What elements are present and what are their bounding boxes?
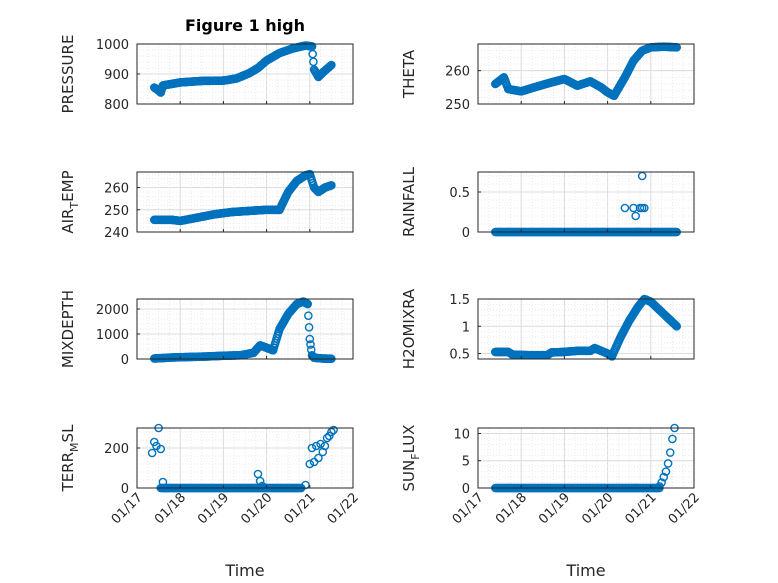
axes-box [477,43,695,105]
data-point [663,459,673,468]
data-point [665,448,675,457]
axes-box [136,427,354,489]
y-tick-label: 0 [462,226,470,241]
data-point [257,481,267,491]
x-axis-label: Time [565,561,605,580]
data-point [327,60,336,70]
data-point [304,311,313,320]
y-tick-label: 200 [104,442,129,457]
data-point [305,334,315,344]
x-tick-label: 01/21 [282,490,319,527]
data-point [304,323,314,332]
data-point [156,444,166,454]
data-point [311,441,321,451]
data-point [309,57,318,67]
x-tick-label: 01/22 [666,490,703,527]
data-point [307,443,317,453]
data-point [640,203,649,213]
subplot-3: 240 250 260 AIRTEMP [59,169,354,241]
x-tick-label: 01/18 [493,490,530,527]
y-tick-label: 5 [462,455,470,470]
y-axis-label: H2OMIXRA [400,288,418,369]
subplot-4: 0 0.5 RAINFALL [400,166,695,241]
x-tick-label: 01/20 [238,490,275,527]
y-axis-label: THETA [400,49,418,99]
y-tick-label: 0 [121,482,129,497]
y-axis-label: MIXDEPTH [59,290,77,368]
data-point [305,459,315,469]
y-tick-label: 260 [104,182,129,197]
data-point [303,299,312,309]
y-tick-label: 250 [104,204,129,219]
axes-box [136,298,354,360]
data-point [668,434,677,444]
y-tick-label: 0.5 [449,348,470,363]
x-tick-label: 01/19 [195,490,232,527]
y-tick-label: 0 [462,482,470,497]
data-point [306,340,315,349]
data-point [147,448,157,458]
x-tick-label: 01/20 [579,490,616,527]
x-tick-label: 01/22 [325,490,362,527]
y-axis-label: PRESSURE [59,35,77,114]
data-point [309,457,319,467]
axes-box [477,427,695,489]
data-point [314,453,323,463]
subplot-2: 250 260 THETA [400,42,695,113]
y-tick-label: 240 [104,226,129,241]
x-tick-label: 01/18 [152,490,189,527]
y-axis-label: SUNFLUX [400,425,422,492]
y-tick-label: 0 [121,353,129,368]
y-tick-label: 260 [445,65,470,80]
axes-box [136,171,354,233]
subplot-5: 0 1000 2000 MIXDEPTH [59,290,354,368]
y-axis-label: TERRMSL [59,424,81,493]
data-point [255,476,265,486]
y-tick-label: 1.5 [449,293,470,308]
y-tick-label: 1000 [96,38,129,53]
x-tick-label: 01/19 [536,490,573,527]
data-point [672,321,682,331]
y-tick-label: 10 [453,427,470,442]
data-point [301,480,310,490]
data-point [620,203,630,213]
data-point [629,203,638,213]
subplot-1: 800 900 1000 PRESSURE [59,35,354,114]
data-point [320,441,330,451]
y-axis-label: AIRTEMP [59,170,81,233]
data-point [322,433,332,443]
y-axis-label: RAINFALL [400,166,418,237]
data-point [631,211,640,221]
y-tick-label: 250 [445,98,470,113]
axes-box [477,171,695,233]
data-point [661,467,671,476]
figure-title: Figure 1 high [185,16,305,35]
y-tick-label: 1 [462,320,470,335]
data-point [657,478,666,487]
x-tick-label: 01/21 [623,490,660,527]
y-tick-label: 800 [104,98,129,113]
data-point [659,472,669,482]
data-point [327,181,336,190]
data-point [329,425,338,435]
axes-box [477,298,695,360]
y-tick-label: 1000 [96,328,129,343]
y-tick-label: 0.5 [449,186,470,201]
y-tick-label: 900 [104,68,129,83]
data-point [316,439,325,449]
x-axis-label: Time [224,561,264,580]
y-tick-label: 2000 [96,303,129,318]
subplot-6: 0.5 1 1.5 H2OMIXRA [400,288,695,369]
